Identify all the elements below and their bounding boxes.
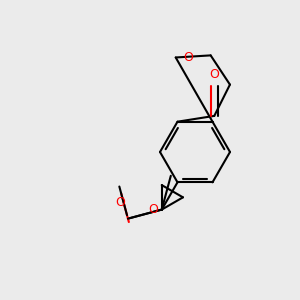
Text: O: O xyxy=(115,196,125,209)
Text: O: O xyxy=(148,203,158,216)
Text: O: O xyxy=(209,68,219,81)
Text: O: O xyxy=(184,51,194,64)
